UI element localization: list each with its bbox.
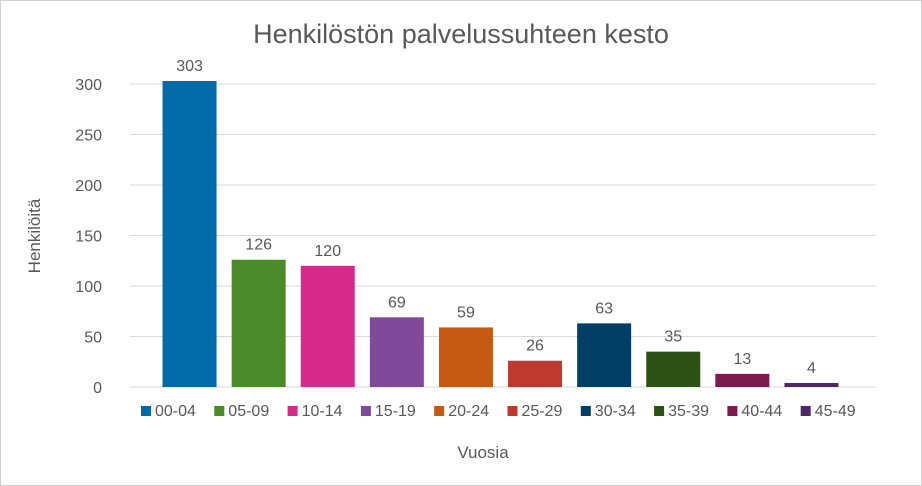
legend-label: 30-34 [595, 403, 636, 420]
x-axis-label: Vuosia [457, 443, 509, 462]
legend-label: 20-24 [448, 403, 489, 420]
bar-20-24 [438, 327, 493, 387]
legend-swatch [434, 406, 445, 416]
data-label: 59 [457, 304, 475, 321]
legend-swatch [287, 406, 298, 416]
legend-label: 10-14 [302, 403, 343, 420]
data-label: 126 [245, 237, 272, 254]
data-label: 120 [314, 243, 341, 260]
bar-40-44 [715, 373, 770, 387]
y-tick-label: 300 [75, 77, 102, 94]
legend-label: 00-04 [155, 403, 196, 420]
bar-05-09 [231, 259, 286, 387]
y-tick-label: 50 [84, 330, 102, 347]
legend-label: 25-29 [522, 403, 563, 420]
bar-00-04 [162, 80, 217, 387]
bar-25-29 [508, 360, 563, 387]
y-tick-label: 250 [75, 128, 102, 145]
y-tick-label: 200 [75, 178, 102, 195]
data-label: 63 [595, 300, 613, 317]
data-label: 69 [388, 294, 406, 311]
bar-45-49 [784, 382, 839, 387]
y-tick-label: 100 [75, 279, 102, 296]
bar-35-39 [646, 351, 701, 387]
legend-swatch [580, 406, 591, 416]
bar-10-14 [300, 265, 355, 387]
legend-swatch [214, 406, 225, 416]
legend-swatch [654, 406, 665, 416]
bar-15-19 [369, 317, 424, 387]
data-label: 26 [526, 338, 544, 355]
y-axis-label: Henkilöitä [25, 198, 44, 273]
legend-label: 35-39 [668, 403, 709, 420]
y-tick-label: 0 [93, 380, 102, 397]
legend-label: 05-09 [228, 403, 269, 420]
legend-swatch [141, 406, 151, 416]
legend-label: 15-19 [375, 403, 416, 420]
data-label: 4 [807, 360, 816, 377]
legend-label: 45-49 [815, 403, 856, 420]
legend-label: 40-44 [741, 403, 782, 420]
legend-swatch [800, 406, 811, 416]
legend-swatch [507, 406, 518, 416]
legend-swatch [727, 406, 738, 416]
data-label: 13 [733, 351, 751, 368]
chart-title: Henkilöstön palvelussuhteen kesto [253, 19, 669, 49]
legend-swatch [360, 406, 371, 416]
bar-30-34 [577, 323, 632, 387]
data-label: 35 [664, 329, 682, 346]
y-tick-label: 150 [75, 229, 102, 246]
data-label: 303 [176, 58, 203, 75]
